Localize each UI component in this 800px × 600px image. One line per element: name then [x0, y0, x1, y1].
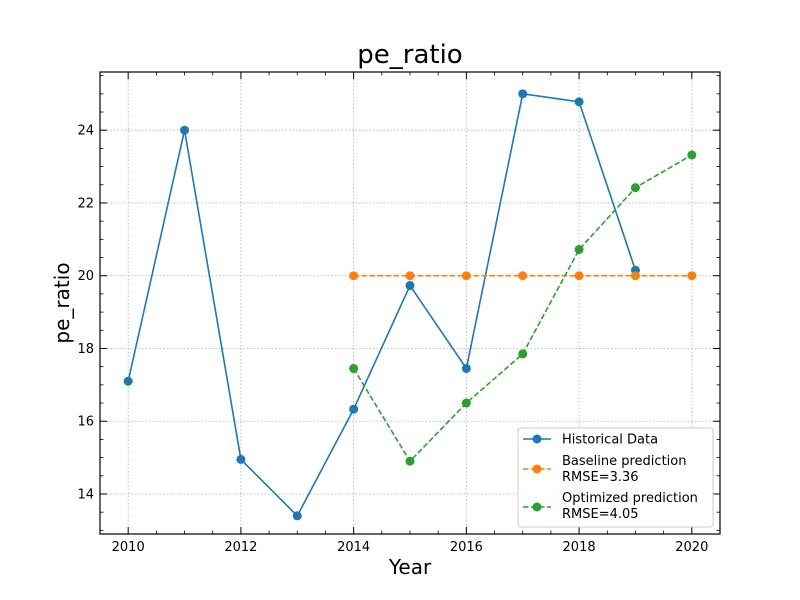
series-layer [123, 89, 697, 521]
baseline-prediction-point [687, 271, 697, 281]
x-tick-label: 2010 [112, 540, 145, 555]
grid [100, 72, 720, 534]
historical-data-point [292, 511, 302, 521]
chart-title: pe_ratio [357, 40, 462, 70]
legend-label-baseline: Baseline prediction [562, 454, 686, 469]
y-tick-label: 16 [77, 415, 94, 430]
historical-data-point [518, 89, 528, 99]
legend-marker-baseline [532, 464, 542, 474]
legend-label-optimized-rmse: RMSE=4.05 [562, 507, 639, 522]
x-tick-label: 2020 [675, 540, 708, 555]
historical-data-point [236, 454, 246, 464]
legend-marker-optimized [532, 502, 542, 512]
historical-data-point [349, 404, 359, 414]
x-tick-label: 2018 [563, 540, 596, 555]
legend-label-historical: Historical Data [562, 433, 658, 448]
optimized-prediction-point [574, 245, 584, 255]
historical-data-point [574, 97, 584, 107]
historical-data-line [127, 93, 637, 517]
y-tick-label: 14 [77, 487, 94, 502]
baseline-prediction-point [461, 271, 471, 281]
ticks: 2010 2012 2014 2016 2018 2020 14 16 18 20 22 24 [77, 72, 721, 555]
optimized-prediction-point [630, 183, 640, 193]
historical-data-point [461, 363, 471, 373]
legend: Historical Data Baseline prediction RMSE… [517, 427, 714, 528]
x-tick-label: 2014 [337, 540, 370, 555]
baseline-prediction-point [630, 271, 640, 281]
optimized-prediction-point [349, 363, 359, 373]
x-axis-title: Year [388, 555, 432, 579]
x-tick-label: 2012 [224, 540, 257, 555]
optimized-prediction-point [518, 349, 528, 359]
x-tick-label: 2016 [450, 540, 483, 555]
baseline-prediction-point [405, 271, 415, 281]
optimized-prediction-point [461, 398, 471, 408]
legend-box [517, 427, 714, 528]
y-tick-label: 18 [77, 342, 94, 357]
optimized-prediction-point [687, 150, 697, 160]
historical-data-point [405, 281, 415, 291]
legend-label-optimized: Optimized prediction [562, 491, 698, 506]
legend-label-baseline-rmse: RMSE=3.36 [562, 470, 639, 485]
baseline-prediction-point [518, 271, 528, 281]
y-tick-label: 22 [77, 196, 94, 211]
y-tick-label: 20 [77, 269, 94, 284]
historical-data-point [180, 125, 190, 135]
legend-marker-historical [532, 434, 542, 444]
y-axis-title: pe_ratio [50, 262, 74, 343]
baseline-prediction-point [574, 271, 584, 281]
optimized-prediction-point [405, 456, 415, 466]
historical-data-point [123, 376, 133, 386]
optimized-prediction-line [352, 154, 693, 463]
y-tick-label: 24 [77, 124, 94, 139]
baseline-prediction-point [349, 271, 359, 281]
